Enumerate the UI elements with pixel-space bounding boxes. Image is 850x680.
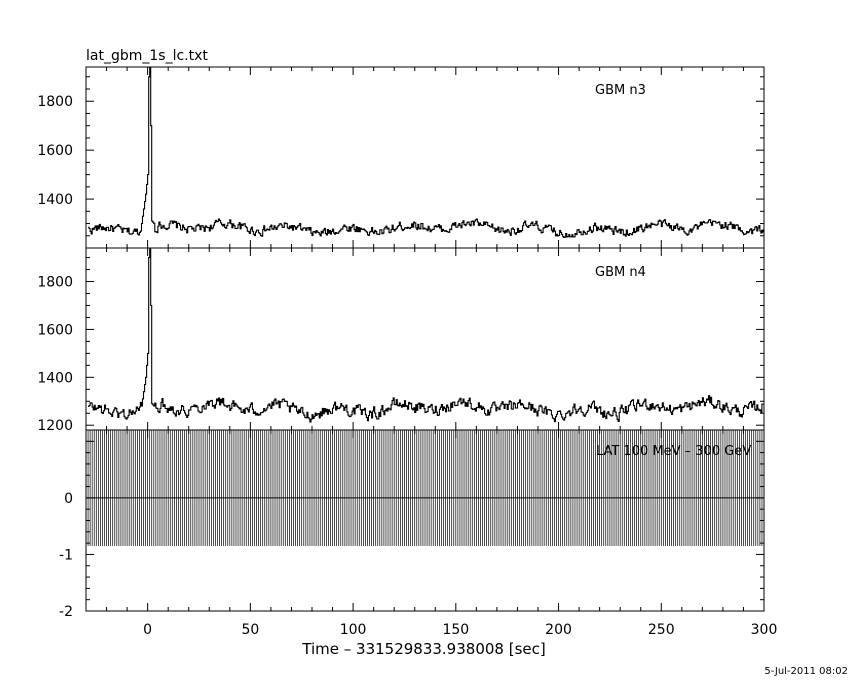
x-axis-label: Time – 331529833.938008 [sec] <box>301 640 545 658</box>
y-tick-label: -2 <box>59 604 73 620</box>
y-tick-label: 1800 <box>37 275 73 291</box>
x-tick-labels: 0 50 100 150 200 250 300 <box>143 622 777 638</box>
y-tick-label: 1200 <box>37 418 73 434</box>
x-tick-label: 100 <box>340 622 367 638</box>
panel-gbm-n3-y-tick-labels: 1400 1600 1800 <box>37 94 73 208</box>
lat-error-bars <box>85 430 765 546</box>
panel-lat-y-tick-labels: -2 -1 0 <box>59 491 73 620</box>
x-tick-label: 50 <box>241 622 259 638</box>
panel-lat: -2 -1 0 0 50 100 150 200 250 300 LAT 100 MeV – 3… <box>59 429 777 658</box>
y-tick-label: 1800 <box>37 94 73 110</box>
y-tick-label: 1600 <box>37 322 73 338</box>
x-tick-label: 200 <box>545 622 572 638</box>
panel-gbm-n4: 1200 1400 1600 1800 GBM n4 <box>37 247 765 435</box>
x-tick-label: 0 <box>143 622 152 638</box>
panel-gbm-n3-ticks <box>86 67 765 249</box>
chart-title: lat_gbm_1s_lc.txt <box>86 48 208 64</box>
y-tick-label: 1400 <box>37 370 73 386</box>
y-tick-label: 0 <box>64 491 73 507</box>
y-tick-label: -1 <box>59 547 73 563</box>
panel-lat-label: LAT 100 MeV – 300 GeV <box>596 444 751 459</box>
panel-gbm-n4-label: GBM n4 <box>595 265 646 280</box>
x-tick-label: 300 <box>751 622 778 638</box>
panel-gbm-n3-label: GBM n3 <box>595 83 646 98</box>
footer-date: 5-Jul-2011 08:02 <box>764 666 848 677</box>
y-tick-label: 1600 <box>37 143 73 159</box>
panel-gbm-n4-ticks <box>86 248 765 430</box>
x-tick-label: 150 <box>442 622 469 638</box>
gbm-n4-light-curve <box>88 247 764 423</box>
gbm-n3-light-curve <box>88 66 764 239</box>
y-tick-label: 1400 <box>37 192 73 208</box>
panel-lat-ticks <box>86 429 765 612</box>
panel-gbm-n4-y-tick-labels: 1200 1400 1600 1800 <box>37 275 73 435</box>
x-tick-label: 250 <box>648 622 675 638</box>
